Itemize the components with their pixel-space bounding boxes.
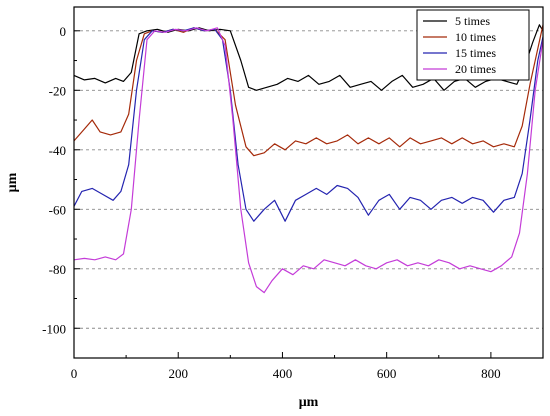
legend-box (416, 9, 530, 81)
x-tick-label: 800 (481, 366, 501, 381)
legend-label: 10 times (455, 30, 496, 44)
y-tick-label: 0 (60, 24, 67, 39)
plot-frame (73, 6, 544, 359)
x-tick-label: 0 (71, 366, 78, 381)
series-line-1 (73, 24, 544, 91)
y-axis-title: μm (5, 172, 20, 192)
y-tick-label: -60 (49, 202, 66, 217)
axis-ticks: 0 200 400 600 800 0 -20 -40 -60 -80 -100 (42, 24, 500, 381)
legend-label: 20 times (455, 62, 496, 76)
y-tick-label: -80 (49, 262, 66, 277)
series-line-2 (73, 24, 544, 157)
series-line-3 (73, 27, 544, 222)
x-tick-label: 600 (377, 366, 397, 381)
series-line-4 (73, 27, 544, 294)
x-axis-title: μm (299, 395, 319, 410)
series-lines (73, 24, 544, 294)
y-tick-label: -100 (42, 321, 66, 336)
y-tick-label: -20 (49, 83, 66, 98)
y-tick-label: -40 (49, 143, 66, 158)
x-tick-label: 200 (168, 366, 188, 381)
x-tick-label: 400 (273, 366, 293, 381)
legend-label: 15 times (455, 46, 496, 60)
legend: 5 times 10 times 15 times 20 times (416, 9, 530, 81)
legend-label: 5 times (455, 14, 490, 28)
